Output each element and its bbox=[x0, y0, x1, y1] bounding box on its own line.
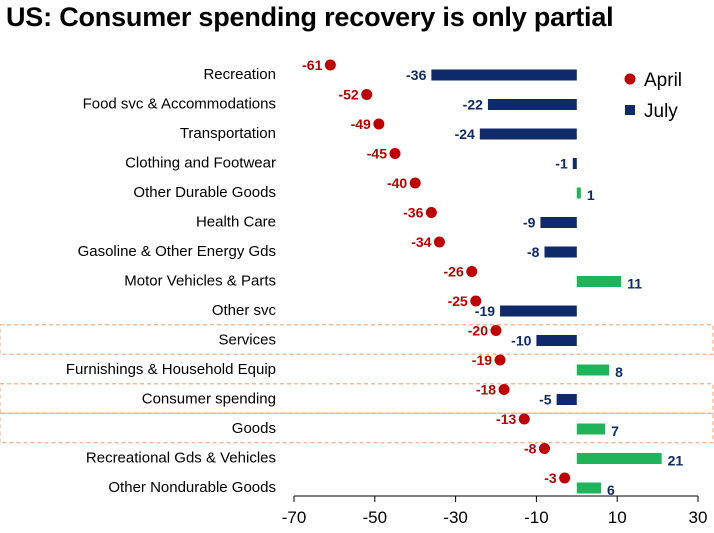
april-dot bbox=[494, 354, 506, 366]
july-bar bbox=[431, 69, 577, 81]
april-data-label: -61 bbox=[302, 57, 322, 73]
legend-april-marker bbox=[624, 73, 636, 85]
april-data-label: -26 bbox=[444, 264, 464, 280]
category-label: Transportation bbox=[180, 125, 276, 142]
category-label: Clothing and Footwear bbox=[125, 155, 276, 172]
x-tick-label: 10 bbox=[608, 508, 627, 527]
april-data-label: -45 bbox=[367, 146, 387, 162]
july-bar bbox=[576, 482, 602, 494]
legend-july-label: July bbox=[644, 101, 678, 122]
category-label: Furnishings & Household Equip bbox=[66, 361, 276, 378]
july-bar bbox=[576, 187, 581, 199]
april-dot bbox=[470, 295, 482, 307]
april-data-label: -19 bbox=[472, 352, 492, 368]
legend-april-label: April bbox=[644, 70, 682, 91]
april-data-label: -3 bbox=[544, 470, 557, 486]
july-bar bbox=[540, 217, 577, 228]
july-data-label: 7 bbox=[611, 423, 619, 439]
july-data-label: -22 bbox=[463, 97, 483, 113]
july-bar bbox=[479, 128, 577, 140]
highlight-box bbox=[0, 324, 714, 355]
category-label: Motor Vehicles & Parts bbox=[124, 273, 276, 290]
april-dot bbox=[433, 236, 445, 248]
chart-title: US: Consumer spending recovery is only p… bbox=[6, 2, 614, 32]
april-dot bbox=[559, 472, 571, 484]
april-dot bbox=[373, 118, 385, 130]
category-label: Services bbox=[218, 332, 276, 349]
july-data-label: 8 bbox=[615, 364, 623, 380]
category-label: Gasoline & Other Energy Gds bbox=[78, 243, 276, 260]
april-data-label: -36 bbox=[403, 205, 423, 221]
july-bar bbox=[576, 276, 622, 287]
july-bar bbox=[536, 335, 577, 346]
july-data-label: -9 bbox=[523, 215, 536, 231]
july-data-label: 11 bbox=[627, 276, 642, 292]
april-data-label: -18 bbox=[476, 382, 496, 398]
x-tick-label: -30 bbox=[443, 508, 468, 527]
april-data-label: -13 bbox=[496, 411, 516, 427]
category-label: Health Care bbox=[196, 214, 276, 231]
april-dot bbox=[361, 89, 373, 100]
july-bar bbox=[576, 423, 606, 435]
july-data-label: -19 bbox=[475, 303, 495, 319]
july-data-label: -8 bbox=[527, 244, 540, 260]
july-bar bbox=[544, 246, 577, 258]
april-dot bbox=[409, 177, 421, 189]
category-label: Other Durable Goods bbox=[133, 184, 276, 201]
july-data-label: 1 bbox=[587, 187, 595, 203]
april-dot bbox=[518, 413, 530, 425]
x-tick-label: 30 bbox=[689, 508, 708, 527]
legend-july-marker bbox=[625, 105, 635, 115]
april-dot bbox=[498, 384, 510, 395]
x-tick-label: -10 bbox=[524, 508, 549, 527]
july-bar bbox=[500, 305, 577, 317]
july-data-label: -5 bbox=[539, 392, 552, 408]
july-data-label: -1 bbox=[555, 156, 568, 172]
x-tick-label: -50 bbox=[363, 508, 388, 527]
april-dot bbox=[425, 207, 437, 218]
april-dot bbox=[389, 148, 401, 159]
july-bar bbox=[556, 394, 577, 405]
category-label: Recreation bbox=[203, 66, 276, 83]
july-bar bbox=[487, 99, 577, 110]
x-tick-label: -70 bbox=[282, 508, 307, 527]
highlight-box bbox=[0, 383, 714, 414]
july-data-label: 21 bbox=[668, 453, 684, 469]
july-bar bbox=[572, 158, 577, 169]
category-label: Goods bbox=[232, 420, 276, 437]
april-data-label: -49 bbox=[351, 116, 371, 132]
april-dot bbox=[490, 325, 502, 336]
category-label: Food svc & Accommodations bbox=[83, 96, 276, 113]
category-label: Consumer spending bbox=[142, 391, 276, 408]
april-data-label: -8 bbox=[524, 441, 537, 457]
category-label: Other Nondurable Goods bbox=[108, 479, 276, 496]
april-data-label: -34 bbox=[411, 234, 431, 250]
july-bar bbox=[576, 364, 610, 376]
april-data-label: -25 bbox=[448, 293, 468, 309]
april-data-label: -52 bbox=[338, 87, 358, 103]
july-data-label: -36 bbox=[406, 67, 426, 83]
july-data-label: -10 bbox=[511, 333, 531, 349]
april-data-label: -20 bbox=[468, 323, 488, 339]
highlight-box bbox=[0, 412, 714, 444]
category-label: Recreational Gds & Vehicles bbox=[86, 450, 276, 467]
july-data-label: -24 bbox=[455, 126, 475, 142]
april-dot bbox=[466, 266, 478, 277]
july-data-label: 6 bbox=[607, 482, 615, 498]
july-bar bbox=[576, 453, 662, 464]
april-dot bbox=[324, 59, 336, 71]
april-data-label: -40 bbox=[387, 175, 407, 191]
category-label: Other svc bbox=[212, 302, 277, 319]
april-dot bbox=[538, 443, 550, 454]
